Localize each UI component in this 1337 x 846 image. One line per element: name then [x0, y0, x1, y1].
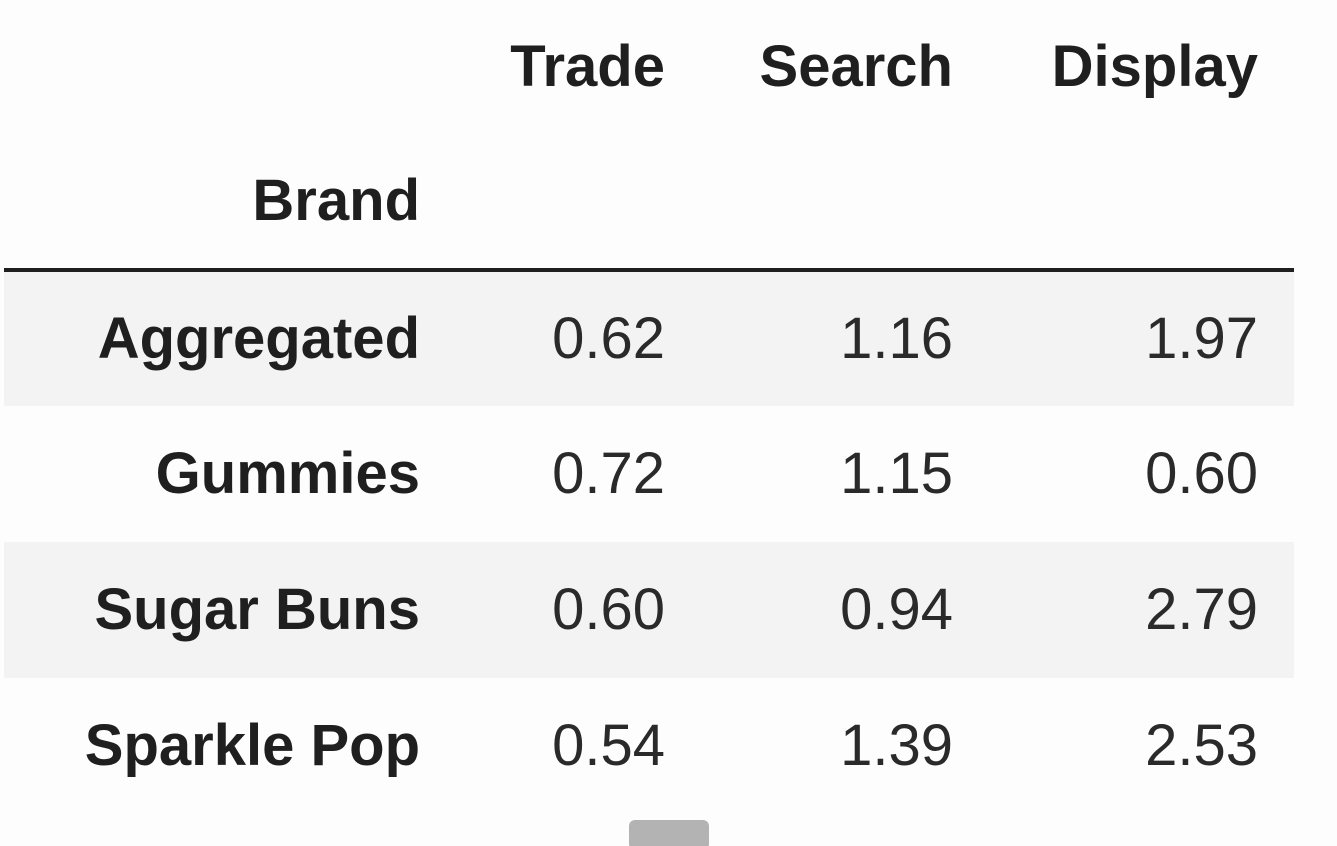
row-label: Sugar Buns — [94, 577, 421, 642]
column-header-search: Search — [759, 34, 953, 99]
cell-trade: 0.60 — [552, 577, 665, 642]
cell-search: 1.39 — [840, 713, 953, 778]
cell-display: 0.60 — [1145, 441, 1258, 506]
table-row: Sugar Buns 0.60 0.94 2.79 — [4, 542, 1294, 678]
row-label: Aggregated — [97, 306, 420, 371]
cell-search: 0.94 — [840, 577, 953, 642]
index-name-row: Brand — [4, 134, 1294, 272]
row-label: Sparkle Pop — [84, 713, 420, 778]
column-header-display: Display — [1051, 34, 1258, 99]
cell-trade: 0.62 — [552, 306, 665, 371]
table-header: Trade Search Display Brand — [4, 0, 1294, 272]
horizontal-scrollbar-thumb[interactable] — [629, 820, 709, 846]
row-label: Gummies — [155, 441, 420, 506]
column-header-trade: Trade — [510, 34, 665, 99]
cell-display: 2.53 — [1145, 713, 1258, 778]
table-row: Aggregated 0.62 1.16 1.97 — [4, 270, 1294, 406]
empty-header-cell — [959, 134, 1294, 272]
cell-trade: 0.72 — [552, 441, 665, 506]
column-header-row: Trade Search Display — [4, 0, 1294, 134]
cell-display: 2.79 — [1145, 577, 1258, 642]
table-body: Aggregated 0.62 1.16 1.97 Gummies 0.72 1… — [4, 270, 1294, 814]
empty-header-cell — [669, 134, 959, 272]
cell-search: 1.16 — [840, 306, 953, 371]
index-name: Brand — [4, 134, 424, 272]
empty-header-cell — [424, 134, 669, 272]
cell-trade: 0.54 — [552, 713, 665, 778]
table-row: Sparkle Pop 0.54 1.39 2.53 — [4, 678, 1294, 814]
dataframe-table: Trade Search Display Brand Aggregated 0.… — [4, 0, 1294, 814]
corner-cell — [4, 0, 424, 134]
cell-display: 1.97 — [1145, 306, 1258, 371]
table-row: Gummies 0.72 1.15 0.60 — [4, 406, 1294, 542]
cell-search: 1.15 — [840, 441, 953, 506]
